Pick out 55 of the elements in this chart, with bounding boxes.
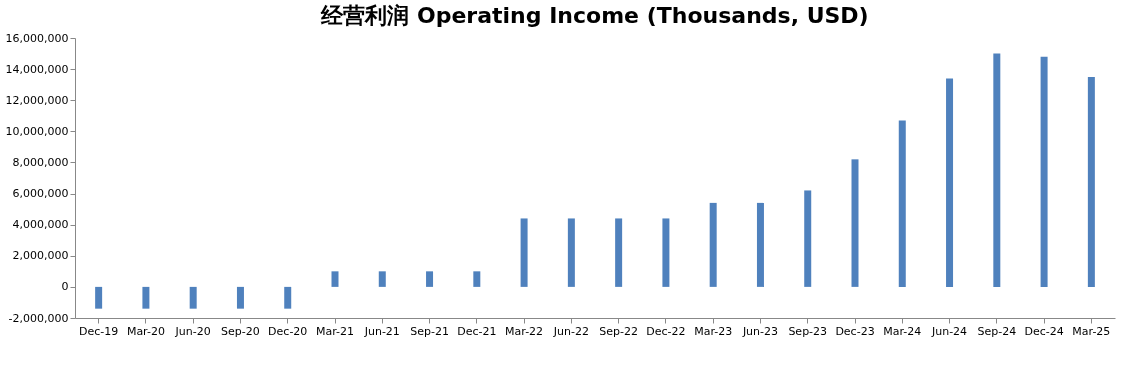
x-tick-label: Dec-20 xyxy=(268,324,308,338)
bar xyxy=(1040,56,1048,287)
bar xyxy=(662,218,670,287)
x-tick-label: Sep-23 xyxy=(788,324,828,338)
bar xyxy=(236,286,244,309)
x-tick-label: Mar-24 xyxy=(883,324,922,338)
x-tick-label: Mar-25 xyxy=(1072,324,1111,338)
bar xyxy=(804,190,812,287)
bar xyxy=(1087,76,1095,287)
bar xyxy=(756,202,764,287)
bar xyxy=(284,286,292,309)
y-tick-label: 12,000,000 xyxy=(5,93,69,107)
y-tick-label: 4,000,000 xyxy=(12,218,69,232)
bar xyxy=(520,218,528,287)
x-tick-label: Jun-21 xyxy=(363,324,400,338)
chart-title: 经营利润 Operating Income (Thousands, USD) xyxy=(320,3,869,28)
y-tick-label: -2,000,000 xyxy=(8,311,69,325)
x-tick-label: Jun-20 xyxy=(174,324,211,338)
y-tick-label: 6,000,000 xyxy=(12,187,69,201)
bar xyxy=(189,286,197,309)
x-tick-label: Dec-24 xyxy=(1024,324,1064,338)
x-tick-label: Jun-23 xyxy=(741,324,779,338)
x-tick-label: Sep-21 xyxy=(410,324,449,338)
x-tick-label: Mar-22 xyxy=(505,324,544,338)
bar xyxy=(615,218,623,287)
x-tick-label: Dec-21 xyxy=(457,324,497,338)
x-tick-label: Jun-22 xyxy=(552,324,589,338)
x-tick-label: Sep-20 xyxy=(221,324,260,338)
x-tick-label: Dec-22 xyxy=(646,324,686,338)
y-tick-label: 14,000,000 xyxy=(5,62,69,76)
y-tick-label: 2,000,000 xyxy=(12,249,69,263)
x-tick-label: Dec-19 xyxy=(79,324,119,338)
y-tick-label: 0 xyxy=(61,280,69,294)
bar xyxy=(898,120,906,287)
bar xyxy=(426,271,434,287)
bar xyxy=(851,159,859,287)
bar xyxy=(378,271,386,287)
x-tick-label: Sep-22 xyxy=(599,324,638,338)
y-tick-label: 10,000,000 xyxy=(5,124,69,138)
x-tick-label: Mar-20 xyxy=(126,324,165,338)
bar xyxy=(142,286,150,309)
x-tick-label: Sep-24 xyxy=(977,324,1017,338)
bar xyxy=(95,286,103,309)
x-tick-label: Jun-24 xyxy=(930,324,968,338)
y-tick-label: 8,000,000 xyxy=(12,155,69,169)
bar xyxy=(993,53,1001,287)
bar xyxy=(473,271,481,287)
y-tick-label: 16,000,000 xyxy=(5,31,69,45)
bar xyxy=(567,218,575,287)
bar xyxy=(709,202,717,287)
x-tick-label: Mar-21 xyxy=(315,324,355,338)
bar xyxy=(946,78,954,287)
x-tick-label: Mar-23 xyxy=(694,324,733,338)
bar xyxy=(331,271,339,287)
x-tick-label: Dec-23 xyxy=(835,324,875,338)
